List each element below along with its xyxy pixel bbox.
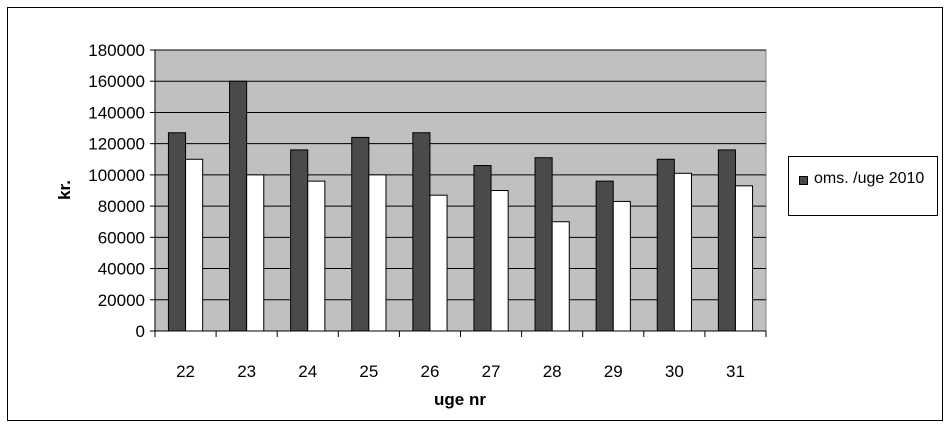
y-tick-label: 60000 [98,228,145,247]
y-axis-title: kr. [55,180,74,200]
bar-series-2 [429,194,448,332]
x-axis-title: uge nr [434,390,486,409]
bar-series-1 [290,149,309,332]
x-tick-label: 29 [604,362,623,381]
y-tick-label: 100000 [88,166,145,185]
bar-series-2 [368,174,387,332]
bar-series-1 [412,132,431,332]
y-tick-label: 180000 [88,41,145,60]
bar-series-2 [307,180,326,332]
bar-series-2 [185,158,204,332]
x-tick-label: 24 [298,362,317,381]
bar-series-1 [717,149,736,332]
bar-series-2 [612,200,631,332]
x-tick-label: 31 [726,362,745,381]
bar-series-2 [734,185,754,332]
y-tick-label: 80000 [98,197,145,216]
axes [150,49,767,337]
legend: oms. /uge 2010 [788,156,938,216]
chart-frame [7,7,943,421]
legend-label-series-1: oms. /uge 2010 [814,170,925,187]
bar-series-2 [490,190,509,332]
bar-series-2 [551,221,570,332]
bar-series-1 [167,132,187,332]
y-tick-label: 160000 [88,72,145,91]
x-tick-label: 27 [482,362,501,381]
tick-labels: 0 20000 40000 60000 80000 100000 120000 140000 1… [88,41,745,381]
bar-series-2 [246,174,265,332]
bar-series-1 [473,165,492,332]
y-tick-label: 140000 [88,103,145,122]
bar-series-1 [656,158,675,332]
y-tick-label: 40000 [98,260,145,279]
x-tick-label: 25 [359,362,378,381]
x-tick-label: 26 [420,362,439,381]
bar-series-2 [673,172,692,332]
y-tick-label: 20000 [98,291,145,310]
y-tick-label: 120000 [88,135,145,154]
x-tick-label: 30 [665,362,684,381]
bar-series-1 [229,80,248,332]
bar-series-1 [351,136,370,332]
legend-swatch-series-1 [799,176,808,185]
x-tick-label: 22 [176,362,195,381]
y-tick-label: 0 [136,322,145,341]
x-tick-label: 28 [543,362,562,381]
bar-series-1 [534,157,553,332]
x-tick-label: 23 [237,362,256,381]
bar-series-1 [595,180,614,332]
